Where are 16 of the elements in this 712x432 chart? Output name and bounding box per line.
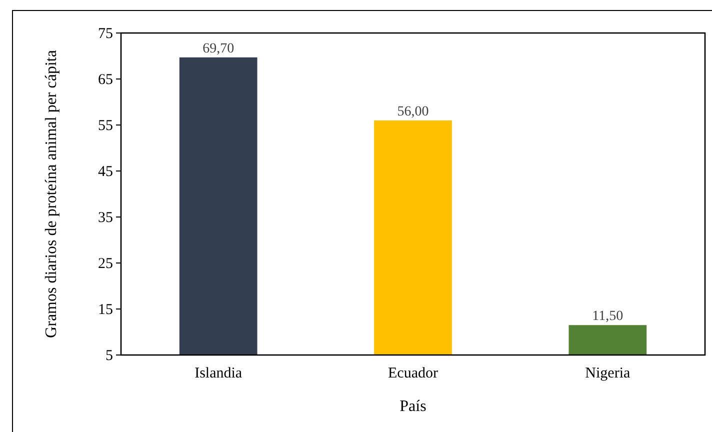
y-axis-title: Gramos diarios de proteína animal per cápita — [43, 50, 60, 338]
y-tick-label: 55 — [98, 118, 113, 134]
y-tick-label: 35 — [98, 210, 113, 226]
x-tick-label: Islandia — [194, 366, 242, 382]
y-tick-label: 65 — [98, 72, 113, 88]
x-tick-label: Nigeria — [585, 366, 630, 382]
data-label: 69,70 — [202, 41, 234, 56]
y-tick-label: 75 — [98, 26, 113, 42]
x-tick-label: Ecuador — [388, 366, 438, 382]
y-tick-label: 15 — [98, 302, 113, 318]
data-label: 11,50 — [592, 309, 624, 324]
data-label: 56,00 — [397, 104, 429, 120]
y-tick-label: 45 — [98, 164, 113, 180]
y-tick-label: 25 — [98, 256, 113, 272]
x-axis-title: País — [400, 398, 426, 415]
y-tick-label: 5 — [106, 348, 113, 364]
